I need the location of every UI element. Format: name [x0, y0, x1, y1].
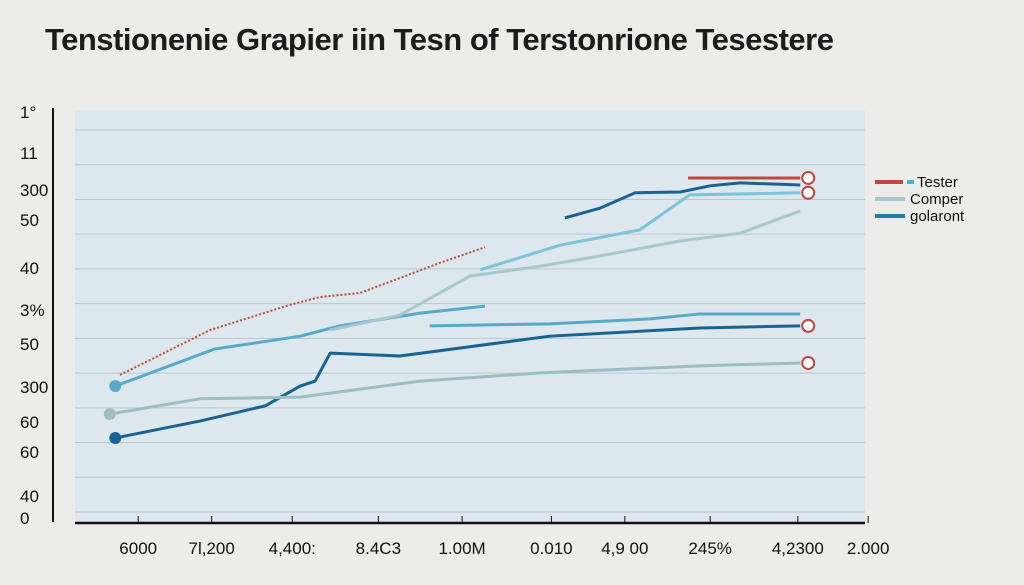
x-tick-label: 4,9 00	[601, 539, 648, 558]
series-end-marker	[801, 318, 816, 333]
x-tick-label: 6000	[119, 539, 157, 558]
x-tick-label: 4,400:	[269, 539, 316, 558]
y-tick-label: 0	[20, 509, 29, 528]
y-tick-label: 40	[20, 487, 39, 506]
plot-area	[75, 110, 865, 522]
legend-label: golaront	[910, 208, 965, 225]
series-line	[114, 304, 486, 388]
x-tick-label: 7l,200	[189, 539, 235, 558]
series-line	[429, 312, 801, 328]
series-line	[479, 191, 801, 272]
x-tick-label: 8.4C3	[356, 539, 401, 558]
y-tick-label: 50	[20, 335, 39, 354]
y-tick-label: 11	[20, 144, 38, 163]
y-tick-label: 3%	[20, 301, 45, 320]
y-tick-label: 1°	[20, 103, 36, 122]
legend-label: Tester	[917, 174, 958, 191]
series-start-marker	[109, 431, 122, 444]
y-tick-label: 40	[20, 259, 39, 278]
y-tick-label: 60	[20, 443, 39, 462]
legend-label: Comper	[910, 191, 963, 208]
y-tick-label: 50	[20, 211, 39, 230]
series-line	[119, 246, 486, 376]
series-end-marker	[801, 355, 816, 370]
series-end-marker	[801, 185, 816, 200]
series-line	[329, 209, 801, 332]
series-line	[564, 181, 801, 220]
series-start-marker	[109, 380, 122, 393]
y-tick-label: 300	[20, 378, 48, 397]
series-line	[109, 361, 801, 416]
chart-title: Tenstionenie Grapier iin Tesn of Terston…	[45, 22, 834, 57]
series-end-marker	[801, 170, 816, 185]
y-tick-label: 60	[20, 413, 39, 432]
x-tick-label: 245%	[688, 539, 731, 558]
x-tick-label: 2.000	[847, 539, 890, 558]
x-tick-label: 0.010	[530, 539, 573, 558]
x-tick-label: 4,2300	[772, 539, 824, 558]
y-tick-label: 300	[20, 181, 48, 200]
series-start-marker	[103, 408, 116, 421]
x-tick-label: 1.00M	[438, 539, 485, 558]
series-line	[114, 324, 801, 440]
